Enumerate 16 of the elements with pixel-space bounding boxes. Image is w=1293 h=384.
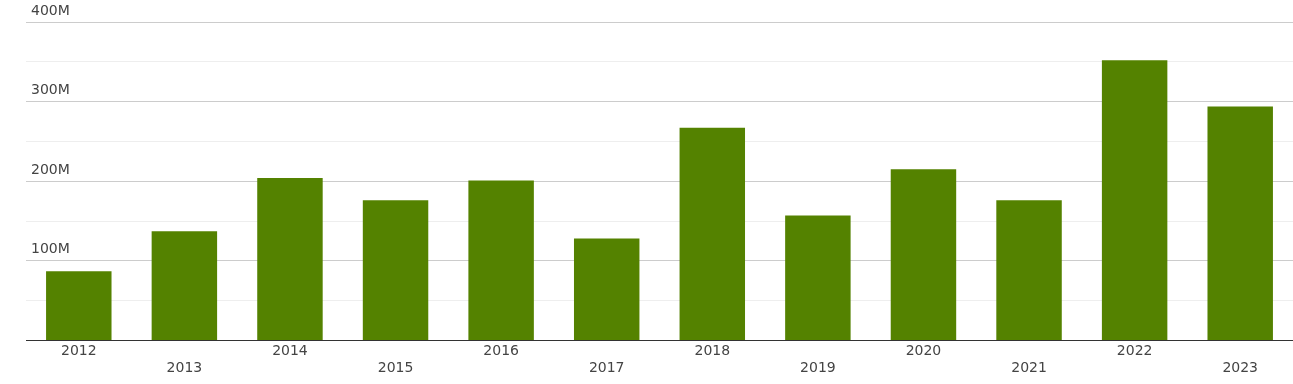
y-tick-label: 300M — [31, 81, 70, 98]
x-tick-label: 2015 — [377, 359, 414, 376]
x-tick-label: 2023 — [1222, 359, 1259, 376]
x-tick-label: 2020 — [905, 342, 942, 359]
x-tick-label: 2012 — [60, 342, 97, 359]
x-tick-label: 2019 — [800, 359, 836, 376]
x-tick-label: 2022 — [1116, 342, 1153, 359]
y-tick-label: 400M — [31, 1, 70, 18]
x-tick-label: 2017 — [588, 359, 625, 376]
x-tick-label: 2021 — [1011, 359, 1047, 376]
y-tick-label: 100M — [31, 240, 70, 257]
y-tick-label: 200M — [31, 160, 70, 177]
x-tick-label: 2018 — [694, 342, 731, 359]
x-tick-label: 2014 — [272, 342, 308, 359]
x-tick-label: 2013 — [166, 359, 203, 376]
x-tick-label: 2016 — [483, 342, 520, 359]
